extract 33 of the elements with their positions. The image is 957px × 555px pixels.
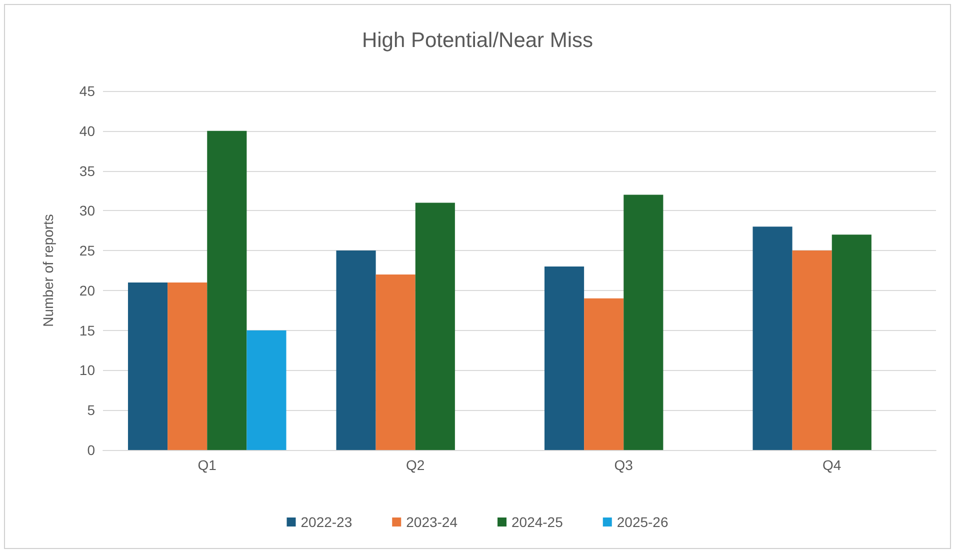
legend-label: 2025-26	[616, 514, 668, 530]
chart-title: High Potential/Near Miss	[362, 29, 594, 52]
legend-label: 2024-25	[512, 514, 564, 530]
bar	[832, 234, 872, 450]
bar	[584, 298, 624, 450]
bar	[544, 266, 584, 450]
x-tick-label: Q2	[406, 457, 425, 473]
bar	[128, 282, 168, 450]
y-tick-label: 35	[79, 162, 96, 179]
x-tick-label: Q3	[614, 457, 634, 473]
bar	[246, 330, 286, 450]
y-tick-label: 5	[87, 402, 96, 418]
legend-label: 2022-23	[300, 514, 352, 530]
y-tick-label: 15	[79, 322, 96, 338]
bar	[624, 194, 664, 450]
bar	[752, 226, 792, 450]
bar	[376, 274, 416, 450]
y-tick-label: 10	[79, 362, 96, 378]
legend-label: 2023-24	[406, 514, 458, 530]
bar	[336, 250, 376, 450]
bar	[792, 250, 832, 450]
x-tick-label: Q1	[198, 457, 217, 473]
y-tick-label: 20	[79, 282, 96, 298]
bar	[168, 282, 208, 450]
y-tick-label: 30	[79, 202, 96, 219]
bar	[415, 202, 455, 450]
y-tick-label: 25	[79, 242, 96, 259]
bar	[207, 130, 247, 450]
y-tick-label: 40	[79, 122, 96, 139]
y-tick-label: 45	[79, 83, 96, 99]
x-tick-label: Q4	[822, 457, 842, 473]
y-tick-label: 0	[87, 442, 96, 458]
y-axis-title: Number of reports	[40, 214, 56, 327]
